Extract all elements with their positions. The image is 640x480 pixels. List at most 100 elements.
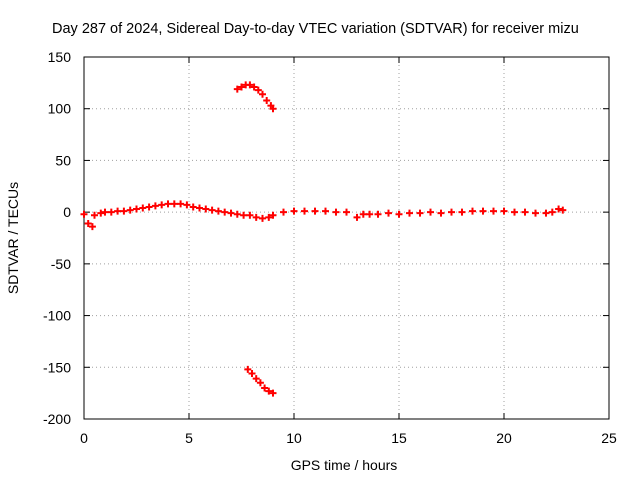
data-point bbox=[202, 205, 210, 213]
data-point bbox=[366, 210, 374, 218]
data-point bbox=[145, 203, 153, 211]
data-point bbox=[301, 207, 308, 215]
data-point bbox=[208, 206, 216, 214]
x-tick-label: 20 bbox=[496, 430, 512, 446]
data-point bbox=[221, 208, 229, 216]
data-point bbox=[374, 210, 382, 218]
data-point bbox=[263, 96, 271, 104]
data-point bbox=[269, 211, 277, 219]
data-point bbox=[269, 105, 277, 113]
data-point bbox=[139, 204, 147, 212]
data-point bbox=[359, 210, 367, 218]
data-point bbox=[290, 207, 298, 215]
data-point bbox=[252, 375, 260, 383]
data-point bbox=[126, 206, 134, 214]
data-point bbox=[189, 203, 197, 211]
x-tick-label: 5 bbox=[185, 430, 193, 446]
data-point bbox=[427, 208, 434, 216]
data-point bbox=[248, 369, 256, 377]
data-point bbox=[437, 209, 445, 217]
data-point bbox=[490, 207, 497, 215]
data-point bbox=[521, 208, 529, 216]
data-point bbox=[259, 214, 266, 222]
data-point bbox=[240, 211, 248, 219]
axis-ticks: 0 5 10 15 20 25 150 100 50 0 -50 -100 -150 -200 bbox=[43, 49, 617, 446]
data-point bbox=[101, 208, 109, 216]
data-point bbox=[164, 200, 172, 208]
data-point bbox=[311, 207, 319, 215]
data-point bbox=[250, 83, 258, 91]
data-point bbox=[244, 365, 252, 373]
data-point bbox=[555, 205, 563, 213]
y-axis-title: SDTVAR / TECUs bbox=[5, 182, 21, 294]
data-point bbox=[233, 210, 241, 218]
chart-title: Day 287 of 2024, Sidereal Day-to-day VTE… bbox=[52, 21, 579, 37]
data-point bbox=[479, 207, 487, 215]
data-point bbox=[532, 209, 539, 217]
data-point bbox=[133, 205, 140, 213]
data-point bbox=[448, 208, 455, 216]
x-tick-label: 10 bbox=[286, 430, 302, 446]
data-point bbox=[183, 201, 191, 209]
data-point bbox=[406, 209, 413, 217]
data-point bbox=[177, 200, 185, 208]
data-point bbox=[385, 209, 392, 217]
x-tick-label: 25 bbox=[601, 430, 617, 446]
y-tick-label: -50 bbox=[51, 256, 71, 272]
data-point bbox=[88, 223, 96, 231]
data-point bbox=[280, 208, 287, 216]
y-tick-label: 150 bbox=[48, 49, 72, 65]
data-point bbox=[196, 204, 203, 212]
data-point bbox=[80, 210, 88, 218]
data-points bbox=[80, 81, 567, 397]
data-point bbox=[246, 81, 254, 89]
data-point bbox=[114, 207, 122, 215]
data-point bbox=[511, 208, 518, 216]
data-point bbox=[214, 207, 222, 215]
data-point bbox=[265, 387, 273, 395]
data-point bbox=[259, 90, 266, 98]
x-tick-label: 15 bbox=[391, 430, 407, 446]
data-point bbox=[500, 207, 508, 215]
data-point bbox=[265, 213, 273, 221]
data-point bbox=[353, 213, 361, 221]
data-point bbox=[343, 208, 350, 216]
y-tick-label: 100 bbox=[48, 101, 72, 117]
data-point bbox=[170, 200, 178, 208]
data-point bbox=[227, 209, 235, 217]
data-point bbox=[91, 211, 98, 219]
data-point bbox=[322, 207, 329, 215]
data-point bbox=[332, 208, 340, 216]
data-point bbox=[120, 207, 128, 215]
data-point bbox=[233, 85, 241, 93]
plot-frame bbox=[83, 56, 610, 420]
data-point bbox=[261, 384, 269, 392]
data-point bbox=[548, 208, 556, 216]
data-point bbox=[458, 208, 466, 216]
data-point bbox=[254, 86, 262, 94]
data-point bbox=[84, 220, 92, 228]
data-point bbox=[151, 202, 159, 210]
grid-lines bbox=[84, 57, 609, 419]
data-point bbox=[469, 207, 476, 215]
data-point bbox=[542, 209, 550, 217]
data-point bbox=[269, 389, 277, 397]
data-point bbox=[158, 201, 166, 209]
x-tick-label: 0 bbox=[80, 430, 88, 446]
y-tick-label: 0 bbox=[63, 204, 71, 220]
data-point bbox=[246, 211, 254, 219]
data-point bbox=[395, 210, 403, 218]
data-point bbox=[256, 379, 264, 387]
x-axis-title: GPS time / hours bbox=[291, 457, 398, 473]
y-tick-label: -200 bbox=[43, 411, 71, 427]
y-tick-label: -150 bbox=[43, 359, 71, 375]
data-point bbox=[559, 206, 567, 214]
data-point bbox=[416, 209, 424, 217]
y-tick-label: -100 bbox=[43, 308, 71, 324]
y-tick-label: 50 bbox=[55, 152, 71, 168]
data-point bbox=[238, 83, 245, 91]
data-point bbox=[107, 208, 115, 216]
data-point bbox=[252, 213, 260, 221]
data-point bbox=[97, 209, 105, 217]
